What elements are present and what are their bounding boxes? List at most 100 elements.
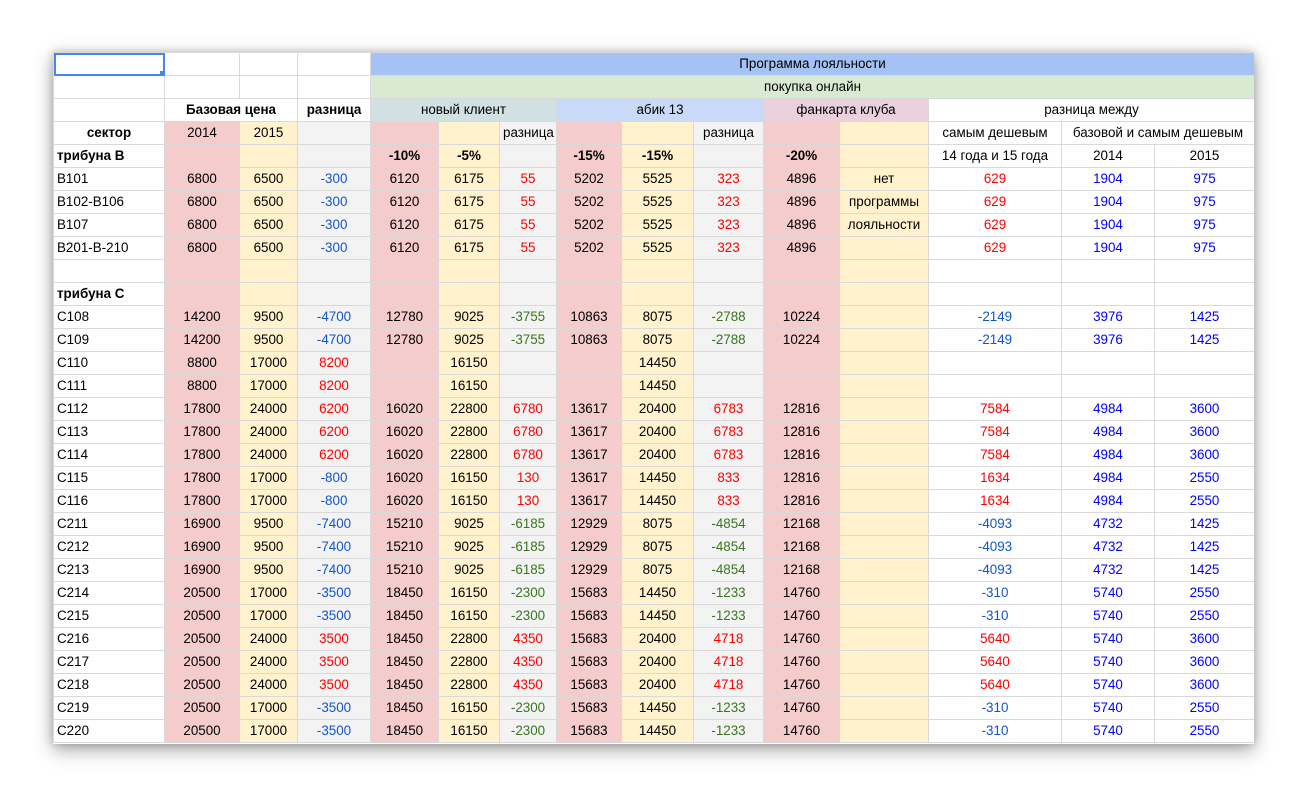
base-cheapest-2015-cell[interactable]: 1425 bbox=[1154, 305, 1254, 329]
base-cheapest-2014-cell[interactable]: 5740 bbox=[1061, 673, 1155, 697]
abik-diff-cell[interactable]: -1233 bbox=[693, 581, 764, 605]
abik-2015-cell[interactable]: 5525 bbox=[621, 167, 694, 191]
abik-diff-cell[interactable]: -1233 bbox=[693, 696, 764, 720]
base-cheapest-2014-cell[interactable]: 4732 bbox=[1061, 512, 1155, 536]
new-client-2014-cell[interactable]: 15210 bbox=[370, 512, 439, 536]
abik-diff-cell[interactable]: -1233 bbox=[693, 604, 764, 628]
fan-card-header[interactable]: фанкарта клуба bbox=[763, 98, 929, 122]
fan-card-cell[interactable]: 12816 bbox=[763, 489, 840, 513]
base-cheapest-2014-cell[interactable]: 3976 bbox=[1061, 328, 1155, 352]
price-2015-cell[interactable]: 6500 bbox=[239, 167, 298, 191]
price-2014-cell[interactable]: 20500 bbox=[164, 696, 240, 720]
base-cheapest-2015-cell[interactable]: 1425 bbox=[1154, 535, 1254, 559]
new-client-2014-cell[interactable]: 16020 bbox=[370, 466, 439, 490]
price-2014-cell[interactable]: 17800 bbox=[164, 466, 240, 490]
cell[interactable] bbox=[499, 144, 557, 168]
abik-2014-cell[interactable]: 10863 bbox=[556, 305, 622, 329]
abik-2015-cell[interactable]: 20400 bbox=[621, 627, 694, 651]
price-2015-cell[interactable]: 6500 bbox=[239, 236, 298, 260]
price-diff-cell[interactable]: -4700 bbox=[297, 328, 371, 352]
price-2014-cell[interactable]: 16900 bbox=[164, 512, 240, 536]
abik-diff-cell[interactable]: 833 bbox=[693, 466, 764, 490]
new-client-diff-cell[interactable]: 55 bbox=[499, 236, 557, 260]
fan-card-cell[interactable]: 14760 bbox=[763, 673, 840, 697]
cell[interactable] bbox=[438, 282, 500, 306]
fan-card-note-cell[interactable] bbox=[839, 489, 929, 513]
cheapest-diff-cell[interactable]: -4093 bbox=[928, 512, 1062, 536]
price-diff-cell[interactable]: 8200 bbox=[297, 351, 371, 375]
cheapest-diff-cell[interactable]: -4093 bbox=[928, 535, 1062, 559]
new-client-2015-cell[interactable]: 22800 bbox=[438, 420, 500, 444]
cell[interactable] bbox=[53, 75, 165, 99]
new-client-diff-cell[interactable]: 130 bbox=[499, 489, 557, 513]
sector-cell[interactable]: C109 bbox=[53, 328, 165, 352]
new-client-2015-cell[interactable]: 16150 bbox=[438, 604, 500, 628]
cell[interactable] bbox=[297, 259, 371, 283]
price-2015-cell[interactable]: 17000 bbox=[239, 604, 298, 628]
new-client-2014-cell[interactable]: 18450 bbox=[370, 627, 439, 651]
new-client-2015-cell[interactable]: 9025 bbox=[438, 305, 500, 329]
fan-card-note-cell[interactable] bbox=[839, 305, 929, 329]
fan-card-note-cell[interactable] bbox=[839, 535, 929, 559]
fan-card-note-cell[interactable] bbox=[839, 328, 929, 352]
base-cheapest-2015-cell[interactable]: 975 bbox=[1154, 167, 1254, 191]
new-client-2015-cell[interactable]: 9025 bbox=[438, 535, 500, 559]
abik-2015-cell[interactable]: 14450 bbox=[621, 581, 694, 605]
abik-2014-cell[interactable]: 13617 bbox=[556, 443, 622, 467]
fan-card-cell[interactable]: 10224 bbox=[763, 305, 840, 329]
cheapest-diff-cell[interactable]: -2149 bbox=[928, 305, 1062, 329]
sector-cell[interactable]: C113 bbox=[53, 420, 165, 444]
price-2015-cell[interactable]: 9500 bbox=[239, 512, 298, 536]
base-cheapest-2014-cell[interactable]: 4984 bbox=[1061, 397, 1155, 421]
abik-2014-cell[interactable]: 13617 bbox=[556, 420, 622, 444]
discount-new-2014[interactable]: -10% bbox=[370, 144, 439, 168]
fan-card-note-cell[interactable] bbox=[839, 604, 929, 628]
price-2015-cell[interactable]: 24000 bbox=[239, 627, 298, 651]
fan-card-note-cell[interactable]: нет bbox=[839, 167, 929, 191]
fan-card-note-cell[interactable] bbox=[839, 397, 929, 421]
new-client-diff-cell[interactable]: -3755 bbox=[499, 305, 557, 329]
abik-diff-cell[interactable]: -4854 bbox=[693, 558, 764, 582]
abik-2014-cell[interactable]: 5202 bbox=[556, 190, 622, 214]
price-2015-cell[interactable]: 24000 bbox=[239, 673, 298, 697]
cell[interactable] bbox=[164, 259, 240, 283]
abik-diff-cell[interactable]: 323 bbox=[693, 213, 764, 237]
abik-diff-cell[interactable]: -1233 bbox=[693, 719, 764, 743]
new-client-2015-cell[interactable]: 16150 bbox=[438, 351, 500, 375]
new-client-2014-cell[interactable] bbox=[370, 374, 439, 398]
base-cheapest-2015-cell[interactable]: 3600 bbox=[1154, 443, 1254, 467]
fan-card-note-cell[interactable] bbox=[839, 673, 929, 697]
abik-diff-cell[interactable]: 833 bbox=[693, 489, 764, 513]
cell[interactable] bbox=[839, 282, 929, 306]
price-2014-cell[interactable]: 8800 bbox=[164, 374, 240, 398]
fan-card-cell[interactable]: 4896 bbox=[763, 213, 840, 237]
new-client-2015-cell[interactable]: 16150 bbox=[438, 489, 500, 513]
cell[interactable] bbox=[693, 144, 764, 168]
abik-2015-cell[interactable]: 20400 bbox=[621, 397, 694, 421]
base-cheapest-2014-cell[interactable]: 4732 bbox=[1061, 535, 1155, 559]
abik-diff-cell[interactable] bbox=[693, 374, 764, 398]
new-client-diff-cell[interactable]: 6780 bbox=[499, 443, 557, 467]
abik-2015-cell[interactable]: 14450 bbox=[621, 351, 694, 375]
sector-cell[interactable]: C220 bbox=[53, 719, 165, 743]
group-title[interactable]: трибуна B bbox=[53, 144, 165, 168]
base-cheapest-2014-cell[interactable]: 4984 bbox=[1061, 466, 1155, 490]
sector-cell[interactable]: C110 bbox=[53, 351, 165, 375]
base-cheapest-2014-header[interactable]: 2014 bbox=[1061, 144, 1155, 168]
new-client-2014-cell[interactable]: 6120 bbox=[370, 213, 439, 237]
cell[interactable] bbox=[297, 75, 371, 99]
abik-2014-cell[interactable]: 12929 bbox=[556, 535, 622, 559]
abik-2014-cell[interactable]: 5202 bbox=[556, 167, 622, 191]
new-client-2014-cell[interactable]: 18450 bbox=[370, 604, 439, 628]
cell[interactable] bbox=[438, 121, 500, 145]
abik-2014-cell[interactable]: 12929 bbox=[556, 512, 622, 536]
cell[interactable] bbox=[763, 259, 840, 283]
cheapest-diff-cell[interactable]: -2149 bbox=[928, 328, 1062, 352]
sector-cell[interactable]: B201-B-210 bbox=[53, 236, 165, 260]
abik-diff-cell[interactable]: 4718 bbox=[693, 627, 764, 651]
cheapest-diff-cell[interactable]: 5640 bbox=[928, 650, 1062, 674]
cell[interactable] bbox=[297, 144, 371, 168]
new-client-2015-cell[interactable]: 22800 bbox=[438, 443, 500, 467]
price-diff-cell[interactable]: 6200 bbox=[297, 443, 371, 467]
cell[interactable] bbox=[370, 259, 439, 283]
